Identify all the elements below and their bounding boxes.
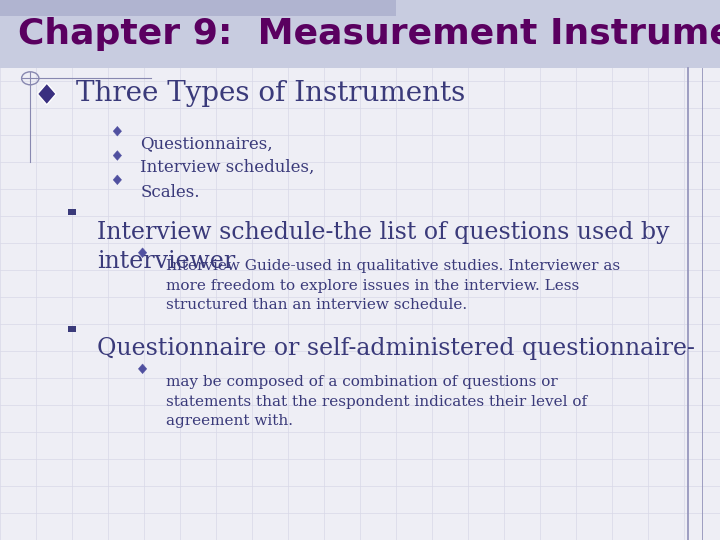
- Text: Interview Guide-used in qualitative studies. Interviewer as
more freedom to expl: Interview Guide-used in qualitative stud…: [166, 259, 620, 312]
- Bar: [68, 326, 76, 332]
- Text: Interview schedules,: Interview schedules,: [140, 159, 315, 176]
- Text: Questionnaires,: Questionnaires,: [140, 135, 273, 152]
- Text: Three Types of Instruments: Three Types of Instruments: [76, 80, 465, 107]
- Text: may be composed of a combination of questions or
statements that the respondent : may be composed of a combination of ques…: [166, 375, 587, 428]
- Polygon shape: [138, 248, 147, 258]
- Bar: [0, 0, 720, 68]
- Polygon shape: [113, 175, 122, 185]
- Bar: [68, 209, 76, 215]
- Text: Chapter 9:  Measurement Instruments: Chapter 9: Measurement Instruments: [18, 17, 720, 51]
- Polygon shape: [37, 83, 56, 105]
- Polygon shape: [113, 126, 122, 136]
- Text: Questionnaire or self-administered questionnaire-: Questionnaire or self-administered quest…: [97, 338, 695, 361]
- Polygon shape: [138, 364, 147, 374]
- Bar: [0, 0, 396, 16]
- Polygon shape: [113, 151, 122, 160]
- Text: Scales.: Scales.: [140, 184, 200, 200]
- Text: Interview schedule-the list of questions used by
interviewer: Interview schedule-the list of questions…: [97, 221, 670, 273]
